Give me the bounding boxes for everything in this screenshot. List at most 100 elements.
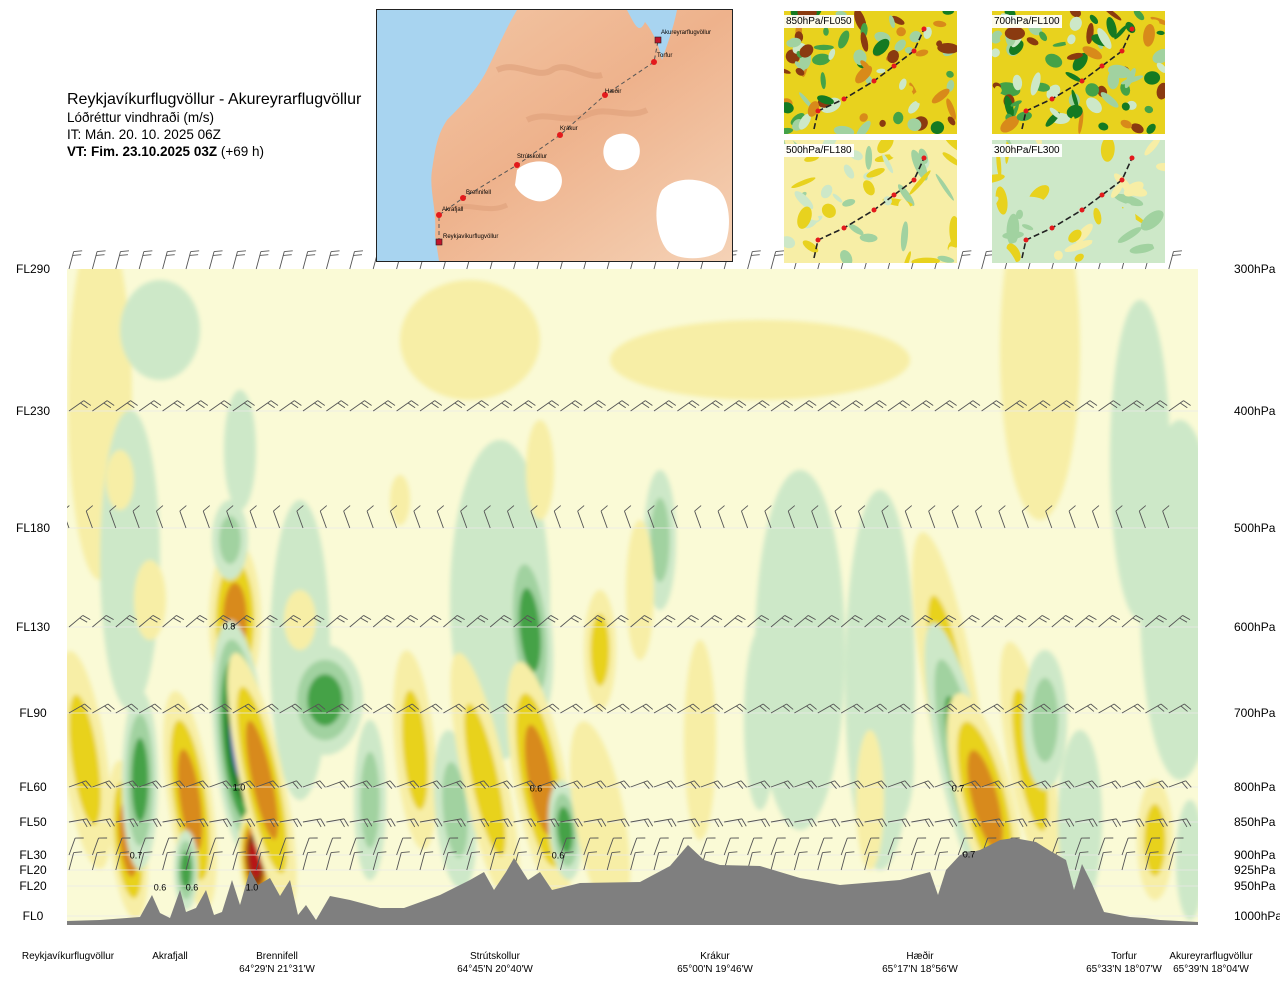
barb-800-841 [841, 780, 865, 789]
barb-500-443 [436, 505, 445, 529]
thumb-cell-0-41 [838, 30, 850, 49]
barb-925-92 [91, 851, 106, 871]
thumb-cell-0-65 [859, 113, 868, 122]
barb-925-443 [442, 851, 457, 871]
barb-300-139 [138, 250, 153, 270]
thumb-point-1-2 [1079, 78, 1085, 84]
barb-400-1099 [1098, 400, 1121, 412]
thumb-cell-1-25 [1004, 95, 1014, 118]
barb-850-935 [934, 818, 958, 828]
barb-800-1145 [1145, 780, 1169, 789]
barb-800-537 [536, 780, 560, 789]
barb-900-1052 [1051, 837, 1067, 856]
barb-700-982 [981, 703, 1005, 714]
barb-700-1145 [1145, 703, 1168, 714]
barb-500-1005 [998, 505, 1006, 529]
contour-label-1: 1.0 [233, 782, 246, 792]
level-map-300-image [992, 140, 1165, 263]
barb-850-443 [443, 818, 466, 828]
wind-cell-23-0 [284, 590, 316, 650]
level-map-300: 300hPa/FL300 [992, 140, 1165, 263]
barb-500-771 [764, 505, 772, 529]
barb-500-841 [834, 505, 842, 529]
barb-850-888 [887, 818, 911, 828]
barb-900-186 [185, 837, 201, 856]
barb-500-677 [670, 505, 679, 529]
barb-900-420 [419, 837, 435, 856]
map-label-strutskollur: Strútskollur [517, 154, 547, 160]
thumb-cell-1-67 [1121, 102, 1130, 111]
thumb-cell-2-43 [797, 206, 812, 229]
barb-300-771 [770, 250, 785, 270]
wind-cell-25-1 [442, 762, 468, 858]
thumb-cell-3-15 [1156, 162, 1165, 172]
fl-tick-8: FL20 [19, 863, 47, 877]
barb-925-256 [255, 851, 270, 871]
barb-850-186 [185, 818, 209, 828]
barb-800-467 [466, 780, 490, 789]
thumb-cell-2-53 [937, 255, 955, 263]
thumb-point-1-1 [1049, 96, 1055, 102]
level-map-700-label: 700hPa/FL100 [992, 15, 1062, 28]
wind-cell-18-1 [219, 516, 241, 564]
barb-925-490 [489, 851, 504, 871]
barb-600-982 [981, 615, 1004, 628]
thumb-cell-3-17 [1129, 243, 1156, 254]
barb-400-116 [115, 400, 138, 412]
barb-850-490 [490, 818, 513, 828]
contour-label-9: 0.6 [552, 850, 565, 860]
barb-600-209 [209, 615, 231, 628]
wind-cell-43-0 [684, 640, 716, 840]
thumb-cell-3-50 [995, 186, 1008, 215]
barb-600-256 [255, 615, 278, 628]
barb-900-607 [606, 837, 622, 856]
barb-400-841 [840, 400, 864, 412]
route-map-image: Akureyrarflugvöllur Torfur Hæðir Krákur … [377, 10, 732, 261]
thumb-cell-3-53 [1011, 196, 1045, 207]
barb-600-1052 [1051, 615, 1074, 628]
pressure-tick-2: 500hPa [1234, 521, 1276, 535]
barb-850-350 [349, 818, 373, 828]
barb-850-654 [653, 818, 677, 828]
level-map-500-label: 500hPa/FL180 [784, 144, 854, 157]
barb-850-724 [724, 818, 747, 828]
thumb-cell-1-72 [992, 48, 1000, 58]
barb-400-397 [396, 400, 419, 412]
barb-700-560 [560, 703, 583, 714]
barb-500-560 [553, 505, 562, 529]
thumb-cell-0-44 [828, 48, 836, 60]
barb-300-186 [185, 250, 200, 270]
barb-600-607 [606, 615, 629, 628]
thumb-cell-0-24 [902, 85, 914, 94]
thumb-cell-2-54 [898, 199, 912, 222]
thumb-point-2-0 [815, 237, 821, 243]
thumb-cell-3-52 [1149, 183, 1162, 194]
barb-500-537 [530, 505, 538, 529]
barb-700-701 [700, 703, 724, 714]
torfur-marker [651, 59, 657, 65]
thumb-cell-3-34 [1091, 236, 1103, 263]
barb-400-303 [302, 400, 326, 412]
barb-600-1145 [1145, 615, 1167, 628]
thumb-cell-1-33 [992, 30, 1003, 44]
thumb-cell-2-1 [798, 172, 809, 181]
thumb-cell-1-54 [1133, 11, 1145, 21]
barb-600-911 [911, 615, 933, 628]
sea-west [377, 10, 517, 261]
barb-500-701 [694, 505, 702, 529]
thumb-cell-3-44 [1071, 161, 1085, 174]
barb-900-514 [513, 837, 529, 856]
barb-925-794 [793, 851, 808, 871]
barb-500-1169 [1162, 505, 1170, 529]
barb-800-490 [490, 780, 514, 789]
route-line [438, 40, 659, 242]
map-label-krakur: Krákur [560, 126, 578, 132]
station-coord-3: 64°45'N 20°40'W [457, 964, 533, 975]
wind-cell-7-0 [1110, 300, 1170, 620]
barb-925-209 [208, 851, 223, 871]
barb-900-139 [138, 837, 154, 856]
thumb-cell-0-59 [898, 94, 906, 102]
thumb-cell-2-38 [900, 221, 909, 252]
wind-cell-10-0 [755, 470, 845, 830]
barb-700-397 [396, 703, 420, 714]
